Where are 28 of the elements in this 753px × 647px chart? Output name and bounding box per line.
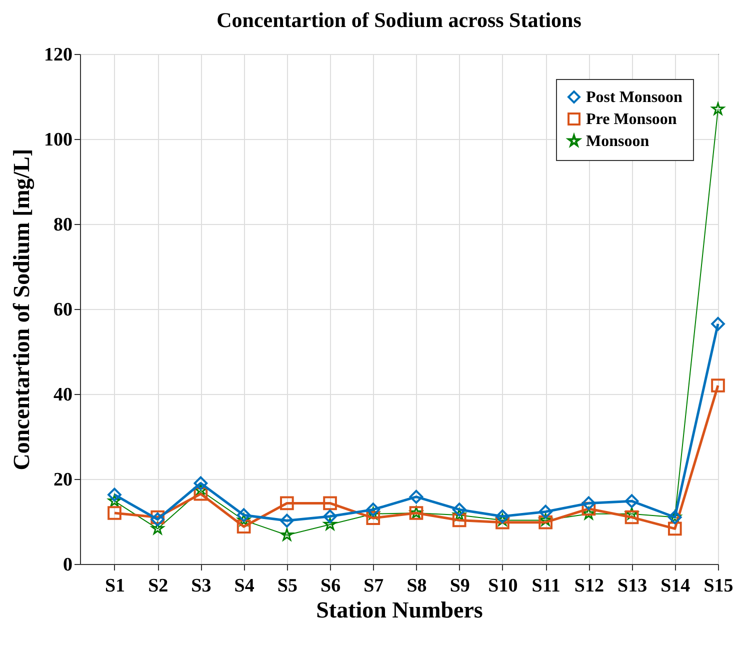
- x-tick-label: S8: [406, 576, 427, 596]
- x-tick-label: S6: [320, 576, 341, 596]
- chart-title: Concentartion of Sodium across Stations: [216, 8, 582, 32]
- y-tick-label: 40: [54, 384, 72, 406]
- x-tick-label: S1: [104, 576, 126, 596]
- y-tick-label: 0: [63, 554, 72, 576]
- x-tick-label: S15: [704, 576, 734, 596]
- legend-label: Pre Monsoon: [586, 111, 677, 128]
- x-tick-label: S11: [532, 576, 560, 596]
- y-axis-title: Concentartion of Sodium [mg/L]: [9, 148, 35, 470]
- legend-label: Post Monsoon: [586, 89, 683, 106]
- x-tick-label: S3: [191, 576, 212, 596]
- x-tick-label: S13: [617, 576, 648, 596]
- y-tick-label: 100: [44, 130, 72, 150]
- y-tick-label: 80: [54, 214, 72, 236]
- x-tick-label: S2: [148, 576, 168, 596]
- x-tick-label: S10: [488, 576, 518, 596]
- x-axis-title: Station Numbers: [316, 598, 483, 622]
- x-tick-label: S5: [277, 576, 298, 596]
- y-tick-label: 120: [44, 44, 72, 66]
- y-tick-label: 20: [54, 470, 72, 490]
- x-tick-label: S7: [364, 576, 384, 596]
- x-tick-label: S12: [574, 576, 604, 596]
- x-tick-label: S14: [660, 576, 691, 596]
- x-tick-label: S9: [450, 576, 470, 596]
- y-tick-label: 60: [54, 300, 72, 320]
- legend-label: Monsoon: [586, 133, 650, 150]
- x-tick-label: S4: [234, 576, 255, 596]
